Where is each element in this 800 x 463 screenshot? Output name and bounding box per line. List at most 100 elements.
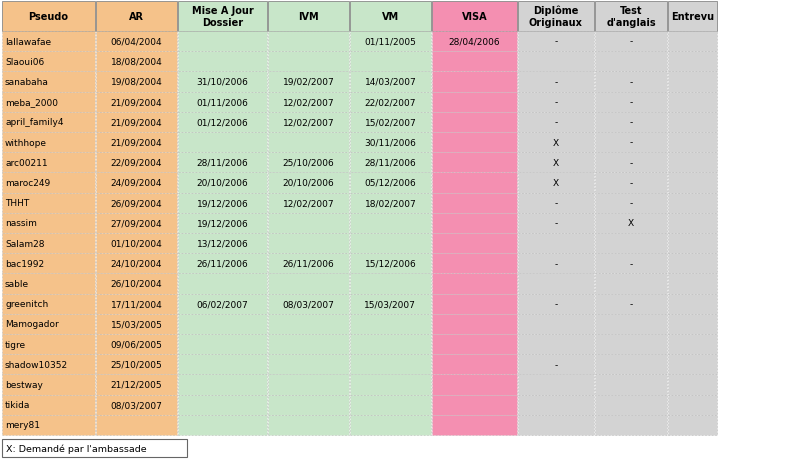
Bar xyxy=(668,72,718,93)
Text: 19/02/2007: 19/02/2007 xyxy=(282,78,334,87)
Bar xyxy=(96,254,177,274)
Bar xyxy=(268,173,349,193)
Bar xyxy=(268,355,349,375)
Bar xyxy=(595,375,667,395)
Text: 21/09/2004: 21/09/2004 xyxy=(110,118,162,127)
Text: 28/11/2006: 28/11/2006 xyxy=(365,158,416,168)
Bar xyxy=(518,133,594,153)
Text: 31/10/2006: 31/10/2006 xyxy=(197,78,248,87)
Bar xyxy=(518,355,594,375)
Text: sanabaha: sanabaha xyxy=(5,78,49,87)
Text: 14/03/2007: 14/03/2007 xyxy=(365,78,416,87)
Bar xyxy=(595,193,667,213)
Bar xyxy=(2,274,95,294)
Bar xyxy=(96,395,177,415)
Bar xyxy=(518,52,594,72)
Bar xyxy=(350,395,431,415)
Bar xyxy=(518,193,594,213)
Bar xyxy=(668,395,718,415)
Bar xyxy=(518,173,594,193)
Text: 18/08/2004: 18/08/2004 xyxy=(110,58,162,67)
Text: 01/11/2005: 01/11/2005 xyxy=(365,38,416,46)
Bar xyxy=(2,113,95,133)
Bar xyxy=(432,274,517,294)
Text: X: X xyxy=(628,219,634,228)
Bar xyxy=(595,133,667,153)
Text: 08/03/2007: 08/03/2007 xyxy=(110,400,162,409)
Bar xyxy=(96,113,177,133)
Bar xyxy=(96,415,177,435)
Text: 26/11/2006: 26/11/2006 xyxy=(282,259,334,268)
Bar xyxy=(668,274,718,294)
Bar xyxy=(432,213,517,233)
Bar xyxy=(595,415,667,435)
Bar xyxy=(350,173,431,193)
Bar xyxy=(178,193,267,213)
Text: 27/09/2004: 27/09/2004 xyxy=(110,219,162,228)
Text: X: X xyxy=(553,158,559,168)
Text: 25/10/2005: 25/10/2005 xyxy=(110,360,162,369)
Bar xyxy=(2,52,95,72)
Text: 12/02/2007: 12/02/2007 xyxy=(282,98,334,107)
Text: Pseudo: Pseudo xyxy=(29,12,69,22)
Bar xyxy=(432,93,517,113)
Bar xyxy=(2,395,95,415)
Text: april_family4: april_family4 xyxy=(5,118,63,127)
Bar xyxy=(178,93,267,113)
Bar xyxy=(518,314,594,334)
Bar xyxy=(2,233,95,254)
Bar xyxy=(350,274,431,294)
Text: -: - xyxy=(554,38,558,46)
Bar xyxy=(96,334,177,355)
Bar xyxy=(178,113,267,133)
Bar xyxy=(2,153,95,173)
Bar xyxy=(350,52,431,72)
Bar xyxy=(350,314,431,334)
Text: -: - xyxy=(554,78,558,87)
Text: 19/12/2006: 19/12/2006 xyxy=(197,219,248,228)
Bar xyxy=(668,173,718,193)
Bar xyxy=(178,213,267,233)
Text: -: - xyxy=(630,179,633,188)
Bar xyxy=(2,193,95,213)
Bar xyxy=(178,32,267,52)
Bar xyxy=(96,173,177,193)
Bar xyxy=(96,355,177,375)
Text: X: Demandé par l'ambassade: X: Demandé par l'ambassade xyxy=(6,443,146,453)
Text: 01/12/2006: 01/12/2006 xyxy=(197,118,248,127)
Bar xyxy=(96,274,177,294)
Bar xyxy=(432,334,517,355)
Bar xyxy=(668,193,718,213)
Bar xyxy=(432,375,517,395)
Bar xyxy=(350,415,431,435)
Bar xyxy=(350,233,431,254)
Text: 06/02/2007: 06/02/2007 xyxy=(197,300,248,308)
Text: nassim: nassim xyxy=(5,219,37,228)
Text: 15/03/2005: 15/03/2005 xyxy=(110,320,162,329)
Text: Test
d'anglais: Test d'anglais xyxy=(606,6,656,28)
Bar xyxy=(518,32,594,52)
Bar xyxy=(268,133,349,153)
Bar xyxy=(96,52,177,72)
Text: 21/09/2004: 21/09/2004 xyxy=(110,138,162,147)
Text: 06/04/2004: 06/04/2004 xyxy=(110,38,162,46)
Bar xyxy=(2,314,95,334)
Bar xyxy=(178,2,267,32)
Bar xyxy=(432,395,517,415)
Bar xyxy=(2,294,95,314)
Bar xyxy=(668,294,718,314)
Bar xyxy=(432,2,517,32)
Bar xyxy=(96,153,177,173)
Bar xyxy=(96,294,177,314)
Bar xyxy=(178,233,267,254)
Text: -: - xyxy=(554,219,558,228)
Text: -: - xyxy=(554,300,558,308)
Bar xyxy=(432,254,517,274)
Bar xyxy=(2,93,95,113)
Text: VISA: VISA xyxy=(462,12,487,22)
Text: shadow10352: shadow10352 xyxy=(5,360,68,369)
Bar xyxy=(96,93,177,113)
Bar xyxy=(595,93,667,113)
Text: -: - xyxy=(630,199,633,208)
Bar xyxy=(432,133,517,153)
